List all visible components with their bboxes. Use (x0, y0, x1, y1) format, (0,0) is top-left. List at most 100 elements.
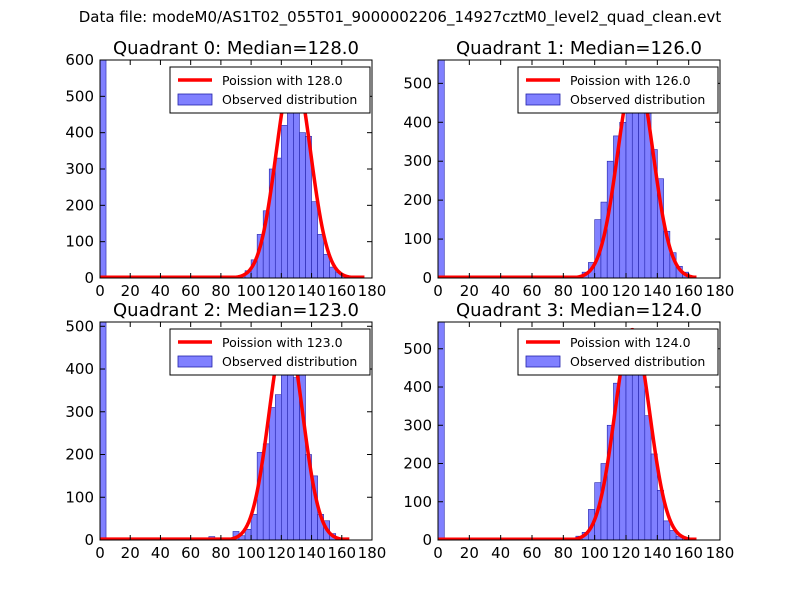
histogram-bar (669, 530, 677, 540)
x-tick-label: 120 (612, 282, 641, 300)
y-tick-label: 500 (65, 317, 94, 335)
y-tick-label: 200 (403, 191, 432, 209)
histogram-bar (311, 201, 318, 278)
plot-area (100, 322, 351, 540)
x-tick-label: 180 (358, 282, 387, 300)
histogram-bar (281, 125, 288, 278)
x-tick-label: 60 (522, 544, 541, 562)
quadrant-title: Quadrant 2: Median=123.0 (113, 300, 359, 321)
x-tick-label: 120 (612, 544, 641, 562)
y-tick-label: 200 (65, 446, 94, 464)
x-tick-label: 80 (211, 544, 230, 562)
histogram-bar (625, 102, 633, 278)
x-tick-label: 100 (580, 282, 609, 300)
quadrant-3-chart: 0 20 40 60 80 100 120 140 160 1800100200300400500… (403, 300, 734, 562)
x-tick-label: 180 (706, 544, 735, 562)
y-tick-label: 300 (65, 403, 94, 421)
y-tick-label: 0 (84, 269, 94, 287)
y-tick-label: 400 (403, 113, 432, 131)
histogram-bar (323, 254, 330, 278)
plot-area (438, 60, 698, 278)
x-tick-label: 120 (267, 282, 296, 300)
y-tick-label: 500 (403, 74, 432, 92)
x-tick-label: 20 (121, 282, 140, 300)
y-tick-label: 300 (65, 160, 94, 178)
x-tick-label: 180 (706, 282, 735, 300)
x-tick-label: 60 (181, 544, 200, 562)
legend: Poission with 128.0 Observed distribution (169, 66, 371, 114)
y-tick-label: 100 (65, 233, 94, 251)
y-tick-label: 100 (403, 493, 432, 511)
x-tick-label: 140 (643, 544, 672, 562)
quadrant-0-chart: 0 20 40 60 80 100 120 140 160 1800100200300400500… (65, 38, 386, 300)
histogram-bar (644, 415, 652, 540)
x-tick-label: 80 (211, 282, 230, 300)
x-tick-label: 100 (237, 282, 266, 300)
y-tick-label: 500 (65, 87, 94, 105)
x-tick-label: 100 (237, 544, 266, 562)
x-tick-label: 20 (460, 544, 479, 562)
y-tick-label: 300 (403, 416, 432, 434)
y-tick-label: 400 (403, 378, 432, 396)
histogram-bar (438, 322, 445, 540)
histogram-bar (638, 112, 646, 278)
poisson-curve (100, 67, 366, 278)
quadrant-2-chart: 0 20 40 60 80 100 120 140 160 1800100200300400500… (65, 300, 386, 562)
legend-bar-label: Observed distribution (222, 354, 357, 369)
x-tick-label: 160 (327, 544, 356, 562)
y-tick-label: 300 (403, 152, 432, 170)
histogram-bar (299, 132, 306, 278)
y-tick-label: 100 (65, 488, 94, 506)
legend-bar-label: Observed distribution (570, 354, 705, 369)
y-tick-label: 600 (65, 51, 94, 69)
legend-bar-swatch (525, 355, 561, 368)
histogram-bar (293, 377, 300, 540)
histogram-bar (281, 360, 288, 540)
histogram-bar (274, 394, 282, 540)
x-tick-label: 160 (674, 282, 703, 300)
poisson-curve (438, 327, 698, 540)
legend: Poission with 123.0 Observed distribution (169, 328, 371, 376)
figure-title: Data file: modeM0/AS1T02_055T01_90000022… (78, 8, 722, 26)
y-tick-label: 0 (84, 531, 94, 549)
x-tick-label: 40 (491, 282, 510, 300)
poisson-curve (438, 67, 698, 278)
x-tick-label: 20 (121, 544, 140, 562)
x-tick-label: 0 (433, 282, 443, 300)
legend-curve-label: Poission with 126.0 (570, 73, 691, 88)
axes-frame (99, 321, 373, 541)
y-tick-label: 100 (403, 230, 432, 248)
x-tick-label: 160 (327, 282, 356, 300)
axes-frame (437, 321, 721, 541)
legend: Poission with 126.0 Observed distribution (517, 66, 719, 114)
histogram-bar (317, 234, 324, 278)
histogram-bar (100, 322, 107, 540)
legend-curve-label: Poission with 123.0 (222, 335, 343, 350)
legend-bar-swatch (177, 355, 213, 368)
legend-bar-swatch (525, 93, 561, 106)
y-tick-label: 200 (403, 455, 432, 473)
histogram-bar (619, 121, 627, 278)
y-tick-label: 400 (65, 360, 94, 378)
x-tick-label: 0 (95, 282, 105, 300)
x-tick-label: 40 (491, 544, 510, 562)
quadrant-title: Quadrant 0: Median=128.0 (113, 38, 359, 59)
quadrant-title: Quadrant 3: Median=124.0 (456, 300, 702, 321)
x-tick-label: 100 (580, 544, 609, 562)
x-tick-label: 60 (181, 282, 200, 300)
histogram-bar (268, 407, 276, 540)
x-tick-label: 120 (267, 544, 296, 562)
legend-bar-label: Observed distribution (222, 92, 357, 107)
legend-curve-label: Poission with 124.0 (570, 335, 691, 350)
histogram-bar (638, 356, 646, 540)
x-tick-label: 80 (554, 282, 573, 300)
y-tick-label: 500 (403, 340, 432, 358)
x-tick-label: 140 (643, 282, 672, 300)
histogram-bar (663, 520, 671, 540)
legend-curve-label: Poission with 128.0 (222, 73, 343, 88)
histogram-bar (274, 157, 282, 278)
x-tick-label: 180 (358, 544, 387, 562)
histogram-bar (287, 99, 294, 278)
x-tick-label: 40 (151, 282, 170, 300)
axes-frame (437, 59, 721, 279)
